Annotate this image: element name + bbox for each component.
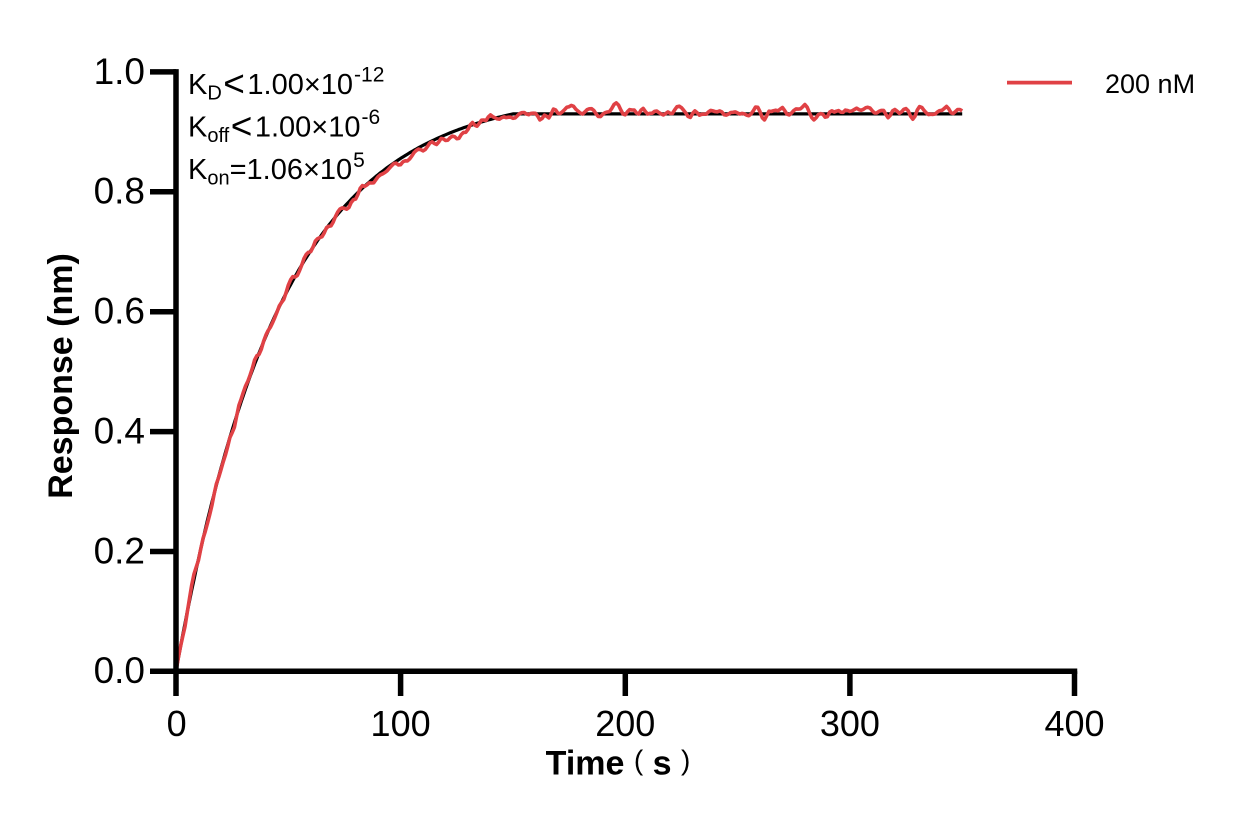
svg-text:0.8: 0.8 [94,171,145,212]
svg-text:300: 300 [820,703,880,744]
svg-text:0.0: 0.0 [94,650,145,691]
svg-text:1.0: 1.0 [94,51,145,92]
svg-text:200: 200 [595,703,655,744]
svg-text:400: 400 [1044,703,1104,744]
svg-text:0.4: 0.4 [94,411,145,452]
svg-text:KD<1.00×10-12: KD<1.00×10-12 [188,63,384,105]
svg-text:Response (nm): Response (nm) [42,253,80,499]
svg-text:Time ( s ): Time ( s ) [546,745,691,783]
svg-text:100: 100 [371,703,431,744]
svg-text:0.2: 0.2 [94,530,145,571]
svg-text:0.6: 0.6 [94,291,145,332]
svg-text:200 nM: 200 nM [1105,69,1195,99]
svg-text:0: 0 [167,703,187,744]
svg-text:Kon=1.06×105: Kon=1.06×105 [188,149,365,190]
svg-text:Koff<1.00×10-6: Koff<1.00×10-6 [188,105,380,147]
